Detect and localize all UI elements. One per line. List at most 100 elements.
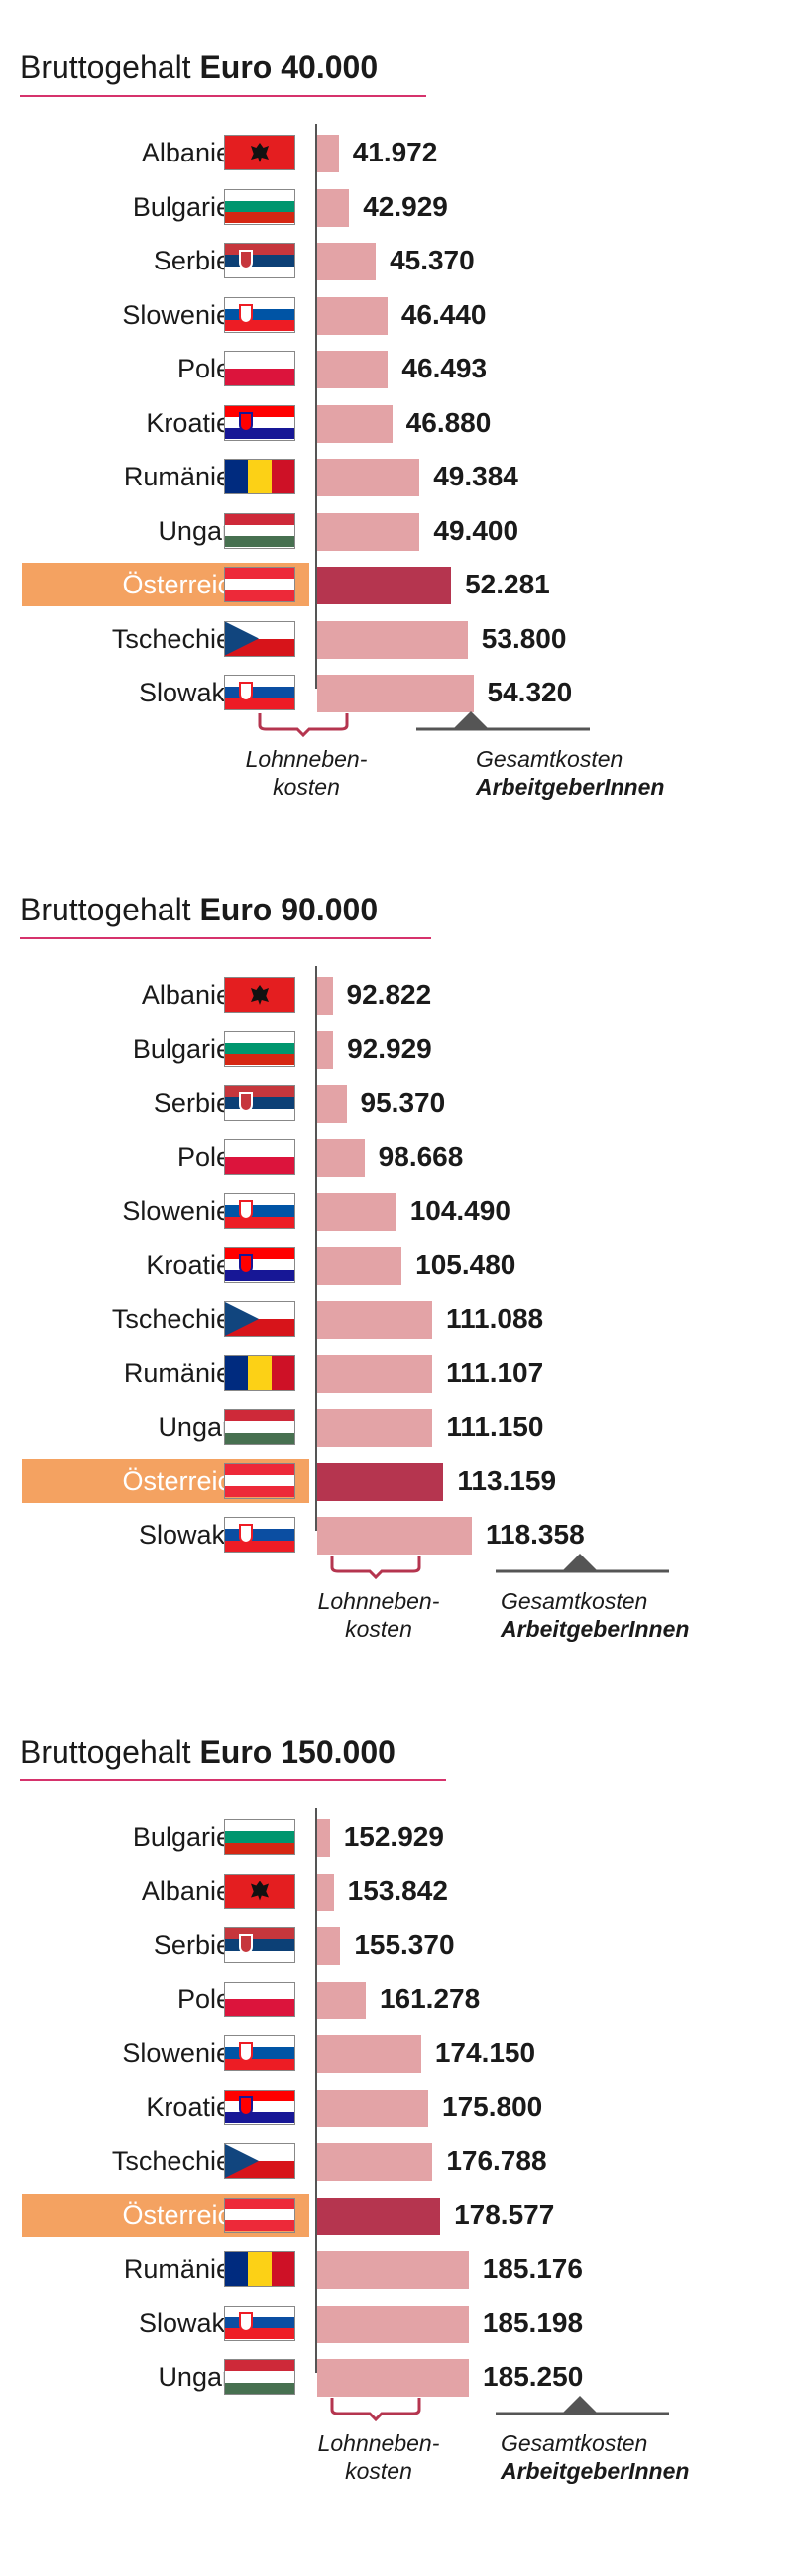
flag-ungarn-icon — [224, 512, 295, 549]
bar — [317, 296, 388, 335]
row: Slowenien 46.440 — [0, 293, 793, 337]
row: Kroatien 175.800 — [0, 2086, 793, 2129]
value-label: 155.370 — [354, 1929, 455, 1960]
row: Serbien 155.370 — [0, 1923, 793, 1967]
flag-tschechien-icon — [224, 620, 295, 657]
bar — [317, 675, 474, 712]
section-title: Bruttogehalt Euro 40.000 — [20, 48, 378, 87]
flag-albanien-icon — [224, 1873, 295, 1909]
legend-graphics — [330, 2396, 669, 2422]
legend-gesamtkosten-line2: ArbeitgeberInnen — [501, 2458, 690, 2484]
flag-rumnien-icon — [224, 1354, 295, 1391]
bar — [317, 1246, 402, 1285]
value-label: 45.370 — [390, 245, 475, 275]
row: Albanien 92.822 — [0, 973, 793, 1017]
value-label: 92.822 — [346, 979, 432, 1010]
row: Ungarn 111.150 — [0, 1405, 793, 1449]
flag-slowakei-icon — [224, 675, 295, 710]
flag-polen-icon — [224, 351, 295, 386]
legend: Lohnneben- kosten Gesamtkosten Arbeitgeber… — [0, 1536, 793, 1645]
flag-kroatien-icon — [224, 2089, 295, 2125]
row: Serbien 95.370 — [0, 1081, 793, 1125]
row: Slowakei 118.358 — [0, 1513, 793, 1556]
legend-gesamtkosten-line1: Gesamtkosten — [476, 746, 623, 772]
legend-lohnnebenkosten: Lohnneben- kosten — [317, 2430, 440, 2484]
row: Slowenien 104.490 — [0, 1189, 793, 1233]
flag-kroatien-icon — [224, 1246, 295, 1283]
row: Rumänien 49.384 — [0, 455, 793, 498]
value-label: 52.281 — [465, 569, 550, 599]
row-highlight: Österreich 178.577 — [0, 2193, 793, 2237]
legend-gesamtkosten: Gesamtkosten ArbeitgeberInnen — [501, 2429, 689, 2485]
section-title-underline — [20, 937, 431, 939]
row: Rumänien 185.176 — [0, 2247, 793, 2291]
value-label: 153.842 — [347, 1875, 448, 1906]
country-label: Tschechien — [111, 623, 246, 654]
flag-rumnien-icon — [224, 2251, 295, 2287]
section-title-underline — [20, 95, 426, 97]
bar — [317, 2359, 470, 2397]
flag-serbien-icon — [224, 1927, 295, 1963]
lohnnebenkosten-bracket — [330, 2398, 421, 2422]
section-title-prefix: Bruttogehalt — [20, 50, 191, 85]
legend-graphics — [330, 1554, 669, 1580]
value-label: 175.800 — [442, 2091, 543, 2122]
flag-slowakei-icon — [224, 2305, 295, 2341]
legend-gesamtkosten-line2: ArbeitgeberInnen — [476, 774, 665, 800]
flag-slowenien-icon — [224, 2035, 295, 2071]
flag-slowenien-icon — [224, 1193, 295, 1229]
flag-slowakei-icon — [224, 1517, 295, 1553]
bar — [317, 2305, 469, 2343]
section-title-amount: Euro 150.000 — [199, 1734, 396, 1770]
gesamtkosten-marker-icon — [562, 1554, 598, 1571]
bar — [317, 977, 333, 1015]
row: Tschechien 176.788 — [0, 2139, 793, 2183]
row: Kroatien 105.480 — [0, 1243, 793, 1287]
value-label: 49.384 — [433, 461, 518, 491]
country-label: Tschechien — [111, 1304, 246, 1334]
flag-sterreich-icon — [224, 567, 295, 602]
row: Tschechien 111.088 — [0, 1297, 793, 1341]
bar — [317, 135, 339, 172]
row: Bulgarien 152.929 — [0, 1815, 793, 1859]
value-label: 46.880 — [405, 406, 492, 438]
row: Slowakei 185.198 — [0, 2302, 793, 2345]
chart-section-2: Bruttogehalt Euro 90.000 Albanien 92.822 Bu… — [0, 842, 793, 1645]
row: Tschechien 53.800 — [0, 617, 793, 661]
value-label: 152.929 — [343, 1821, 444, 1852]
bar — [317, 459, 420, 496]
value-label: 185.176 — [482, 2253, 583, 2284]
legend-lohnnebenkosten: Lohnneben- kosten — [245, 746, 368, 800]
bar — [317, 1030, 334, 1069]
legend-lohnnebenkosten: Lohnneben- kosten — [317, 1588, 440, 1642]
row-highlight: Österreich 113.159 — [0, 1458, 793, 1503]
bar — [317, 2251, 469, 2289]
row: Ungarn 185.250 — [0, 2355, 793, 2399]
bar — [317, 351, 389, 388]
legend-gesamtkosten-line2: ArbeitgeberInnen — [501, 1616, 690, 1642]
row: Bulgarien 92.929 — [0, 1027, 793, 1071]
value-label: 46.440 — [400, 298, 487, 330]
row: Slowakei 54.320 — [0, 671, 793, 714]
legend: Lohnneben- kosten Gesamtkosten Arbeitgeber… — [0, 694, 793, 803]
legend-gesamtkosten-line1: Gesamtkosten — [501, 2430, 648, 2456]
axis-baseline — [315, 966, 317, 1531]
lohnnebenkosten-bracket — [258, 713, 349, 738]
row: Serbien 45.370 — [0, 239, 793, 282]
value-label: 111.107 — [446, 1356, 544, 1388]
section-title-amount: Euro 90.000 — [199, 892, 379, 927]
row: Rumänien 111.107 — [0, 1351, 793, 1395]
flag-ungarn-icon — [224, 1409, 295, 1445]
value-label: 178.577 — [454, 2199, 555, 2230]
bar — [317, 1517, 472, 1555]
row: Slowenien 174.150 — [0, 2031, 793, 2075]
legend-graphics — [258, 711, 590, 738]
value-label: 105.480 — [415, 1248, 516, 1280]
axis-baseline — [315, 124, 317, 689]
flag-bulgarien-icon — [224, 188, 295, 225]
value-label: 42.929 — [363, 190, 448, 222]
bar — [317, 512, 420, 551]
flag-rumnien-icon — [224, 459, 295, 494]
legend: Lohnneben- kosten Gesamtkosten Arbeitgeber… — [0, 2378, 793, 2487]
